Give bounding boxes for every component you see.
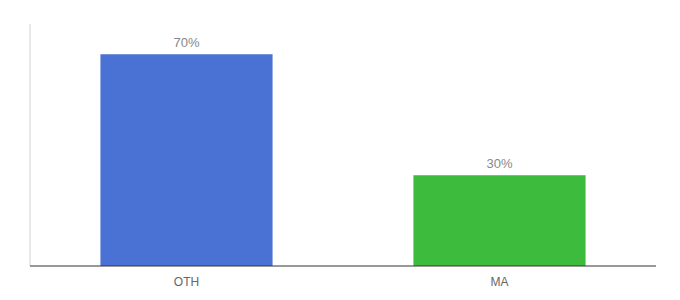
x-tick-label: MA [491,275,509,289]
bars [100,54,585,266]
bar [413,175,585,266]
data-label: 70% [173,35,199,50]
chart-container: OTH MA 70% 30% [0,0,680,300]
x-axis-line [30,266,656,267]
chart-svg: OTH MA 70% 30% [0,0,680,300]
y-axis-line [30,24,31,266]
bar [100,54,272,266]
data-label: 30% [486,156,512,171]
x-tick-label: OTH [174,275,199,289]
